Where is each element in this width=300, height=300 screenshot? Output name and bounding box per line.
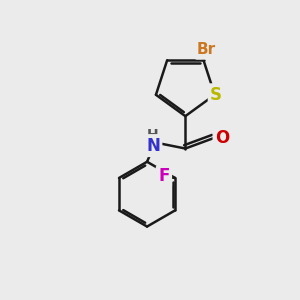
- Text: F: F: [158, 167, 169, 185]
- Text: H: H: [147, 128, 159, 142]
- Text: O: O: [215, 129, 229, 147]
- Text: N: N: [146, 136, 160, 154]
- Text: S: S: [210, 86, 222, 104]
- Text: Br: Br: [197, 42, 216, 57]
